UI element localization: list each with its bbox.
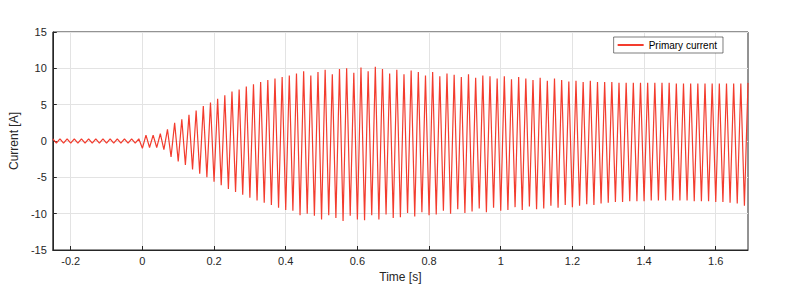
svg-text:Primary current: Primary current [649, 40, 718, 51]
svg-text:15: 15 [35, 26, 47, 38]
svg-text:5: 5 [41, 99, 47, 111]
svg-text:10: 10 [35, 62, 47, 74]
svg-text:-0.2: -0.2 [61, 255, 80, 267]
svg-text:Current [A]: Current [A] [7, 112, 21, 170]
svg-text:0.8: 0.8 [421, 255, 436, 267]
svg-text:-5: -5 [37, 171, 47, 183]
svg-text:1.4: 1.4 [636, 255, 651, 267]
svg-text:0.6: 0.6 [350, 255, 365, 267]
svg-text:Time [s]: Time [s] [379, 270, 421, 284]
svg-text:1.6: 1.6 [708, 255, 723, 267]
svg-text:0.2: 0.2 [206, 255, 221, 267]
svg-text:-10: -10 [31, 208, 47, 220]
svg-text:-15: -15 [31, 244, 47, 256]
svg-text:1.2: 1.2 [565, 255, 580, 267]
svg-text:0: 0 [41, 135, 47, 147]
svg-text:1: 1 [498, 255, 504, 267]
svg-text:0: 0 [139, 255, 145, 267]
svg-text:0.4: 0.4 [278, 255, 293, 267]
